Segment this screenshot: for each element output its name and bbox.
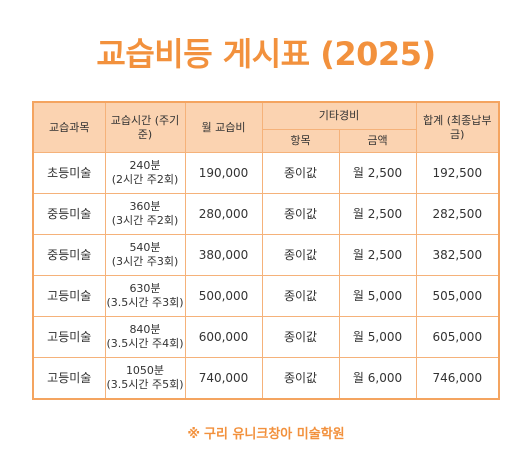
table-row: 고등미술 1050분 (3.5시간 주5회) 740,000 종이값 월 6,0…	[32, 357, 500, 400]
table-header-row: 교습과목 교습시간 (주기준) 월 교습비 기타경비 합계 (최종납부금)	[32, 101, 500, 153]
cell-fee: 600,000	[184, 316, 263, 358]
cell-fee: 380,000	[184, 234, 263, 276]
cell-time-sub: (3.5시간 주3회)	[106, 296, 184, 309]
cell-amount: 월 2,500	[338, 234, 417, 276]
cell-time-sub: (3시간 주3회)	[111, 255, 179, 268]
header-total-line1: 합계	[423, 113, 444, 127]
header-item: 항목	[261, 129, 340, 153]
header-monthly-fee: 월 교습비	[184, 101, 263, 153]
header-time: 교습시간 (주기준)	[104, 101, 186, 153]
cell-subject: 고등미술	[32, 316, 106, 358]
cell-item: 종이값	[261, 193, 340, 235]
cell-time-sub: (3.5시간 주5회)	[106, 378, 184, 391]
cell-time-main: 360분	[129, 200, 161, 213]
table-row: 중등미술 540분 (3시간 주3회) 380,000 종이값 월 2,500 …	[32, 234, 500, 276]
table-row: 중등미술 360분 (3시간 주2회) 280,000 종이값 월 2,500 …	[32, 193, 500, 235]
cell-amount: 월 5,000	[338, 275, 417, 317]
header-subject: 교습과목	[32, 101, 106, 153]
cell-time: 630분 (3.5시간 주3회)	[104, 275, 186, 317]
cell-time-sub: (3.5시간 주4회)	[106, 337, 184, 350]
cell-item: 종이값	[261, 357, 340, 400]
cell-amount: 월 2,500	[338, 193, 417, 235]
header-total-line2: (최종납부금)	[446, 113, 492, 141]
header-amount: 금액	[338, 129, 417, 153]
table-row: 초등미술 240분 (2시간 주2회) 190,000 종이값 월 2,500 …	[32, 152, 500, 194]
header-time-line1: 교습시간	[110, 113, 152, 127]
cell-time: 360분 (3시간 주2회)	[104, 193, 186, 235]
cell-subject: 초등미술	[32, 152, 106, 194]
cell-total: 192,500	[415, 152, 500, 194]
cell-amount: 월 6,000	[338, 357, 417, 400]
cell-total: 382,500	[415, 234, 500, 276]
table-row: 고등미술 840분 (3.5시간 주4회) 600,000 종이값 월 5,00…	[32, 316, 500, 358]
reference-mark-icon: ※	[187, 427, 200, 442]
header-time-line2: (주기준)	[137, 113, 180, 141]
cell-time: 840분 (3.5시간 주4회)	[104, 316, 186, 358]
cell-time: 540분 (3시간 주3회)	[104, 234, 186, 276]
cell-item: 종이값	[261, 316, 340, 358]
cell-time: 1050분 (3.5시간 주5회)	[104, 357, 186, 400]
fee-table-container: 교습과목 교습시간 (주기준) 월 교습비 기타경비 합계 (최종납부금) 항목…	[32, 101, 501, 400]
cell-fee: 280,000	[184, 193, 263, 235]
cell-total: 605,000	[415, 316, 500, 358]
header-other-fees: 기타경비	[261, 101, 417, 130]
cell-time-main: 840분	[129, 323, 161, 336]
fee-table: 교습과목 교습시간 (주기준) 월 교습비 기타경비 합계 (최종납부금) 항목…	[32, 101, 501, 400]
academy-name: 구리 유니크창아 미술학원	[204, 427, 345, 442]
cell-item: 종이값	[261, 152, 340, 194]
cell-subject: 고등미술	[32, 357, 106, 400]
cell-subject: 중등미술	[32, 193, 106, 235]
cell-fee: 190,000	[184, 152, 263, 194]
cell-time-sub: (3시간 주2회)	[111, 214, 179, 227]
cell-time-main: 240분	[129, 159, 161, 172]
cell-time-main: 630분	[129, 282, 161, 295]
cell-total: 746,000	[415, 357, 500, 400]
header-total: 합계 (최종납부금)	[415, 101, 500, 153]
cell-amount: 월 2,500	[338, 152, 417, 194]
cell-time-sub: (2시간 주2회)	[111, 173, 179, 186]
table-row: 고등미술 630분 (3.5시간 주3회) 500,000 종이값 월 5,00…	[32, 275, 500, 317]
cell-time-main: 1050분	[125, 364, 165, 377]
academy-footer: ※ 구리 유니크창아 미술학원	[0, 426, 532, 444]
cell-subject: 중등미술	[32, 234, 106, 276]
cell-fee: 740,000	[184, 357, 263, 400]
cell-total: 282,500	[415, 193, 500, 235]
cell-amount: 월 5,000	[338, 316, 417, 358]
page-title: 교습비등 게시표 (2025)	[96, 35, 436, 73]
cell-time: 240분 (2시간 주2회)	[104, 152, 186, 194]
cell-item: 종이값	[261, 275, 340, 317]
cell-item: 종이값	[261, 234, 340, 276]
cell-fee: 500,000	[184, 275, 263, 317]
cell-time-main: 540분	[129, 241, 161, 254]
cell-total: 505,000	[415, 275, 500, 317]
cell-subject: 고등미술	[32, 275, 106, 317]
